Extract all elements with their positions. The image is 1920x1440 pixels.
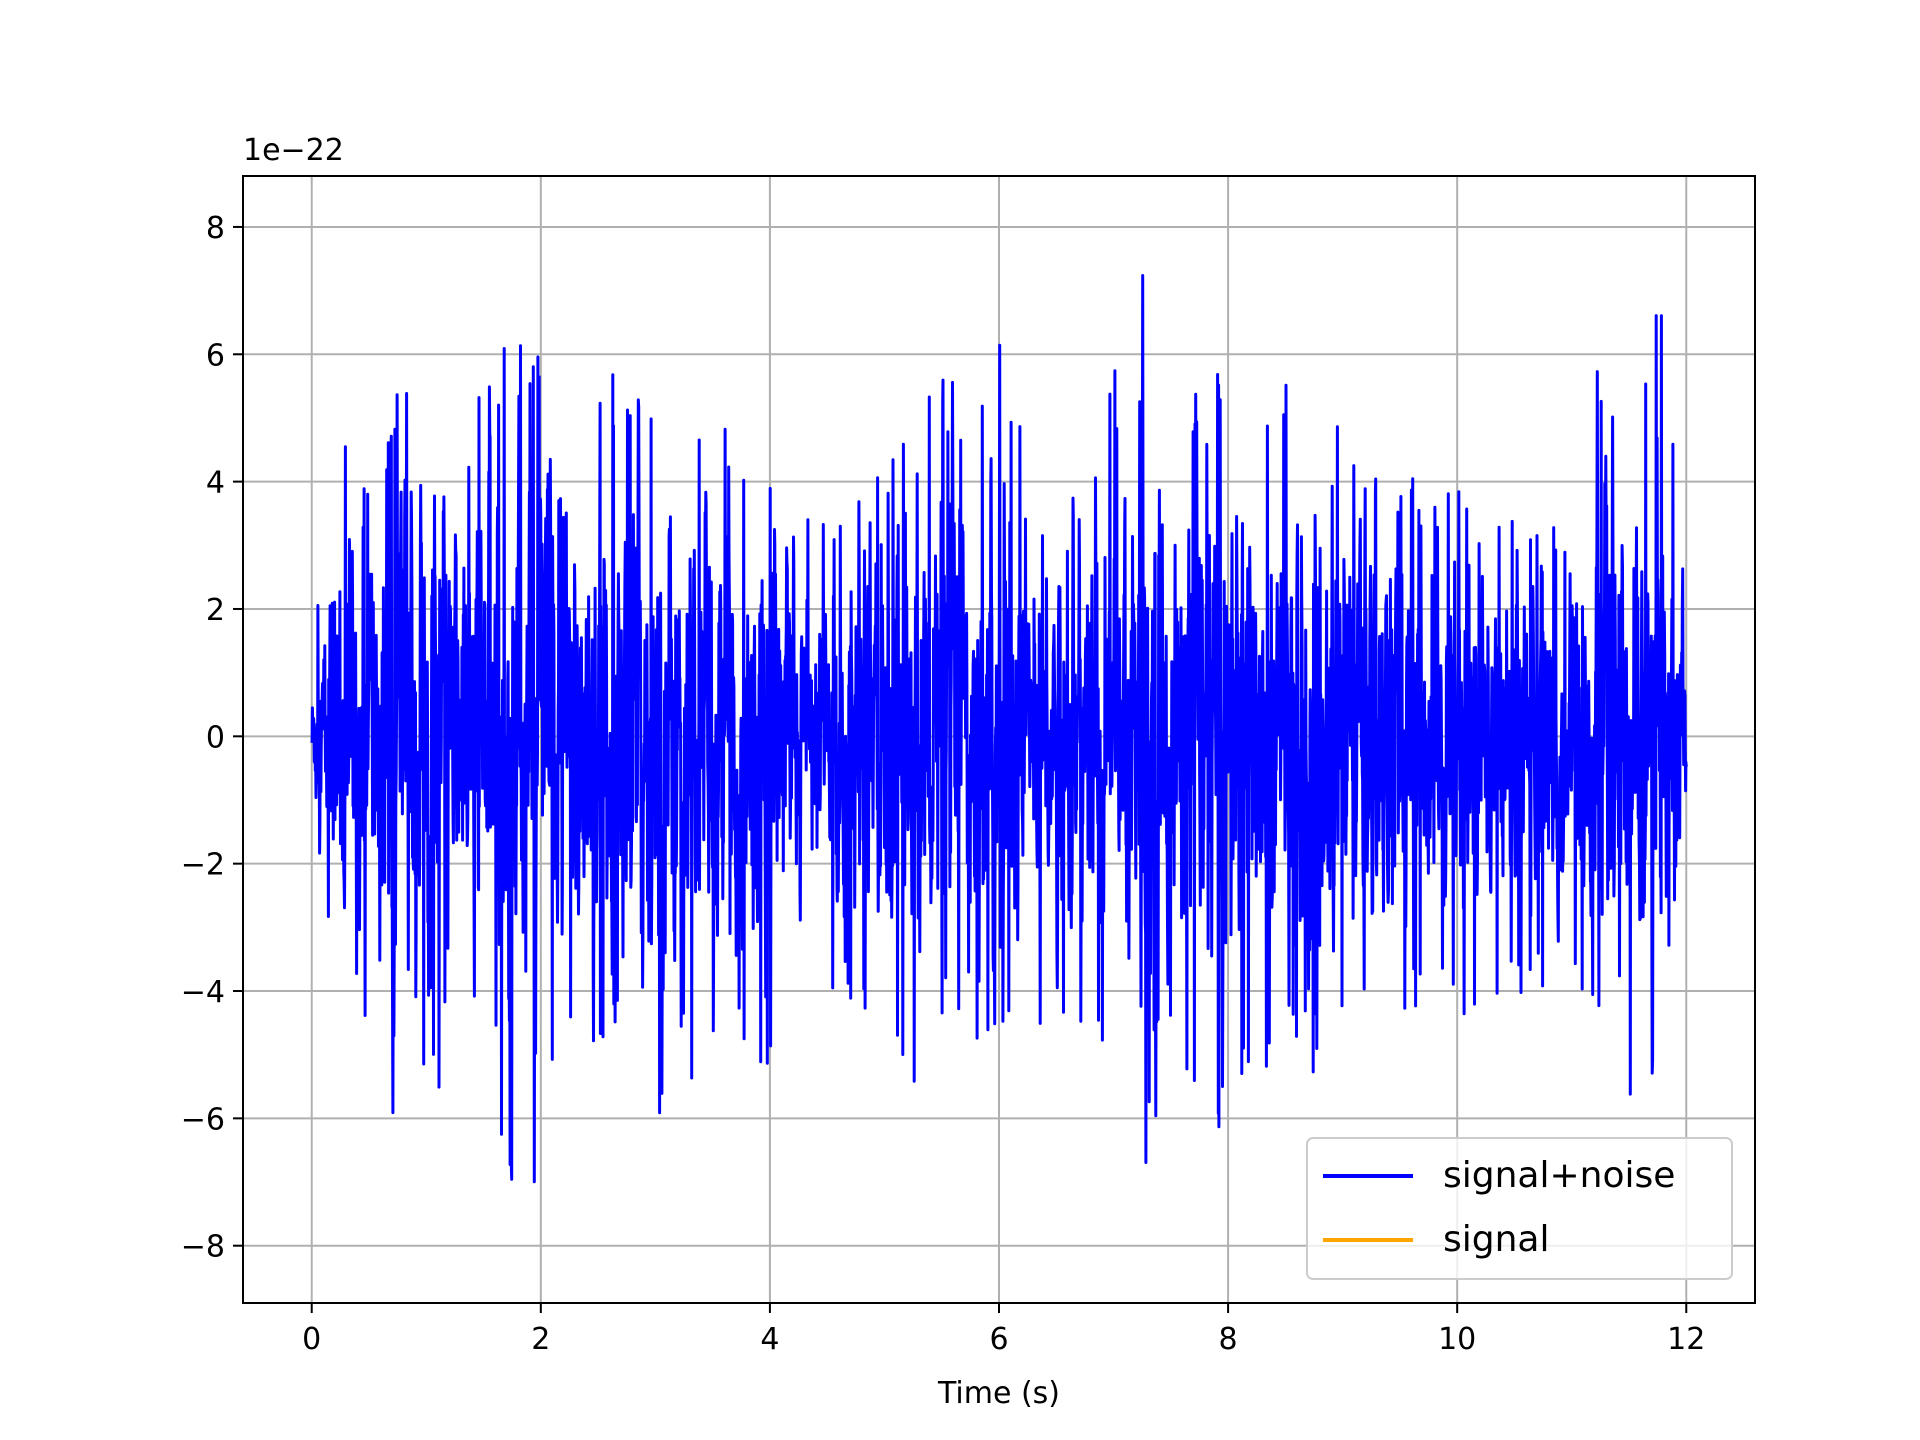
legend: signal+noise signal [1306, 1137, 1733, 1280]
y-tick-label: −6 [181, 1102, 225, 1137]
x-axis: 0 2 4 6 8 10 12 [302, 1303, 1705, 1357]
x-axis-label: Time (s) [937, 1376, 1060, 1411]
y-tick-label: 2 [206, 593, 225, 628]
legend-box [1306, 1137, 1733, 1280]
y-tick-label: −4 [181, 975, 225, 1010]
series-layer [310, 274, 1688, 1184]
x-tick-label: 0 [302, 1322, 321, 1357]
x-tick-label: 10 [1438, 1322, 1476, 1357]
x-tick-label: 12 [1667, 1322, 1705, 1357]
x-tick-label: 2 [531, 1322, 550, 1357]
x-tick-label: 8 [1219, 1322, 1238, 1357]
y-tick-label: 4 [206, 466, 225, 501]
y-axis: 8 6 4 2 0 −2 −4 −6 −8 [181, 211, 243, 1265]
y-offset-text: 1e−22 [243, 133, 344, 168]
y-tick-label: 8 [206, 211, 225, 246]
legend-label: signal+noise [1443, 1155, 1675, 1196]
x-tick-label: 6 [989, 1322, 1008, 1357]
x-tick-label: 4 [760, 1322, 779, 1357]
y-tick-label: −2 [181, 848, 225, 883]
y-tick-label: 6 [206, 338, 225, 373]
y-tick-label: −8 [181, 1230, 225, 1265]
series-signal-noise-line [310, 274, 1688, 1184]
legend-label: signal [1443, 1219, 1550, 1260]
y-tick-label: 0 [206, 720, 225, 755]
